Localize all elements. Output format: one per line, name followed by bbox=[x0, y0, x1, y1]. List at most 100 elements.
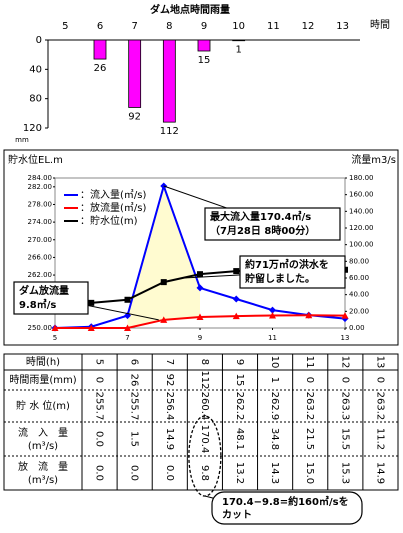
point bbox=[341, 312, 349, 319]
bar bbox=[93, 39, 107, 60]
y-tick-label: 262.00 bbox=[28, 271, 53, 279]
y-tick-label: 266.00 bbox=[28, 253, 53, 261]
table-cell: 9.8 bbox=[199, 465, 210, 481]
table-cell: 48.1 bbox=[234, 428, 245, 450]
point bbox=[269, 306, 276, 314]
y-tick-label: 278.00 bbox=[28, 200, 53, 208]
table-cell: 1 bbox=[269, 377, 280, 383]
table-cell: 255.7 bbox=[94, 392, 105, 421]
point bbox=[305, 311, 313, 319]
table-cell: 8 bbox=[199, 359, 210, 365]
table-cell: 26 bbox=[129, 374, 140, 387]
table-cell: 170.4 bbox=[199, 425, 210, 454]
row-label: 時間(h) bbox=[26, 356, 60, 368]
callout-text: カット bbox=[222, 509, 252, 521]
table-cell: 0 bbox=[374, 377, 385, 383]
y2-tick-label: 140.00 bbox=[349, 207, 374, 215]
callout-box bbox=[211, 491, 363, 525]
point bbox=[232, 295, 240, 303]
row-unit: (m³/s) bbox=[28, 475, 58, 486]
table-cell: 11 bbox=[304, 356, 315, 369]
value-label: 112 bbox=[160, 126, 179, 137]
y-tick-label: 80 bbox=[29, 94, 42, 105]
x-tick-label: 13 bbox=[336, 21, 349, 32]
y-tick-label: 120 bbox=[23, 123, 42, 134]
x-axis-label: 時間 bbox=[370, 19, 390, 31]
table-cell: 5 bbox=[94, 359, 105, 365]
chart-title: ダム地点時間雨量 bbox=[150, 3, 230, 16]
table-cell: 0 bbox=[94, 377, 105, 383]
table-cell: 14.9 bbox=[164, 428, 175, 450]
point bbox=[197, 271, 203, 278]
y-tick-label: 270.00 bbox=[28, 236, 53, 244]
y-tick-label: 282.00 bbox=[28, 183, 53, 191]
table-cell: 260.4 bbox=[199, 392, 210, 421]
annotation-box bbox=[239, 255, 346, 289]
row-unit: (m³/s) bbox=[28, 441, 58, 452]
y2-tick-label: 0.00 bbox=[349, 324, 365, 332]
table-cell: 15.3 bbox=[339, 462, 350, 484]
value-label: 15 bbox=[198, 55, 211, 66]
table-cell: 14.3 bbox=[269, 462, 280, 484]
annotation-text: 最大流入量170.4㎥/s bbox=[210, 210, 311, 223]
point bbox=[88, 299, 95, 306]
annotation-text: （7月28日 8時00分） bbox=[210, 224, 315, 237]
x-tick-label: 11 bbox=[267, 21, 280, 32]
y2-tick-label: 100.00 bbox=[349, 241, 374, 249]
y2-axis-label: 流量m3/s bbox=[351, 153, 396, 166]
x-tick-label: 8 bbox=[166, 21, 172, 32]
x-tick-label: 5 bbox=[62, 21, 68, 32]
row-label: 放 流 量 bbox=[18, 460, 68, 473]
bar bbox=[128, 39, 142, 108]
table-cell: 0.0 bbox=[164, 465, 175, 481]
point bbox=[269, 312, 276, 319]
table-cell: 13 bbox=[374, 356, 385, 369]
annotation-box bbox=[13, 281, 89, 315]
y2-tick-label: 160.00 bbox=[349, 191, 374, 199]
table-cell: 0.0 bbox=[129, 465, 140, 481]
y2-tick-label: 40.00 bbox=[349, 291, 369, 299]
legend-label: ：放流量(㎥/s) bbox=[80, 201, 146, 214]
x-tick-label: 9 bbox=[198, 334, 202, 342]
y2-tick-label: 60.00 bbox=[349, 274, 369, 282]
legend-label: ：流入量(㎥/s) bbox=[80, 188, 146, 201]
x-tick-label: 7 bbox=[131, 21, 137, 32]
bar bbox=[162, 39, 176, 123]
legend-label: ：貯水位(m) bbox=[80, 214, 138, 227]
point bbox=[87, 324, 95, 331]
y2-tick-label: 120.00 bbox=[349, 224, 374, 232]
y-tick-label: 274.00 bbox=[28, 218, 53, 226]
y-tick-label: 250.00 bbox=[28, 324, 53, 332]
x-tick-label: 13 bbox=[341, 334, 350, 342]
y2-tick-label: 80.00 bbox=[349, 257, 369, 265]
value-label: 1 bbox=[235, 45, 241, 56]
value-label: 92 bbox=[128, 111, 141, 122]
table-cell: 9 bbox=[234, 359, 245, 365]
table-cell: 263.2 bbox=[304, 392, 315, 421]
row-label: 時間雨量(mm) bbox=[9, 374, 76, 386]
y-axis-label: mm bbox=[15, 136, 29, 144]
table-cell: 1.5 bbox=[129, 431, 140, 447]
table-cell: 6 bbox=[129, 359, 140, 365]
table-cell: 112 bbox=[199, 370, 210, 389]
point bbox=[124, 296, 131, 303]
x-tick-label: 6 bbox=[97, 21, 103, 32]
table-cell: 263.3 bbox=[339, 392, 350, 421]
table-cell: 0 bbox=[339, 377, 350, 383]
annotation-text: 約71万㎥の洪水を bbox=[245, 258, 329, 271]
bar bbox=[232, 39, 246, 42]
x-tick-label: 9 bbox=[201, 21, 207, 32]
table-cell: 262.9 bbox=[269, 392, 280, 421]
bar bbox=[197, 39, 211, 52]
chart-frame bbox=[3, 149, 399, 346]
point bbox=[124, 324, 131, 331]
point bbox=[160, 279, 167, 286]
table-cell: 13.2 bbox=[234, 462, 245, 484]
x-tick-label: 12 bbox=[302, 21, 315, 32]
annotation-text: 9.8㎥/s bbox=[19, 298, 56, 311]
table-cell: 15 bbox=[234, 374, 245, 387]
y-axis-label: 貯水位EL.m bbox=[8, 153, 63, 166]
table-cell: 0.0 bbox=[94, 465, 105, 481]
x-tick-label: 11 bbox=[268, 334, 277, 342]
